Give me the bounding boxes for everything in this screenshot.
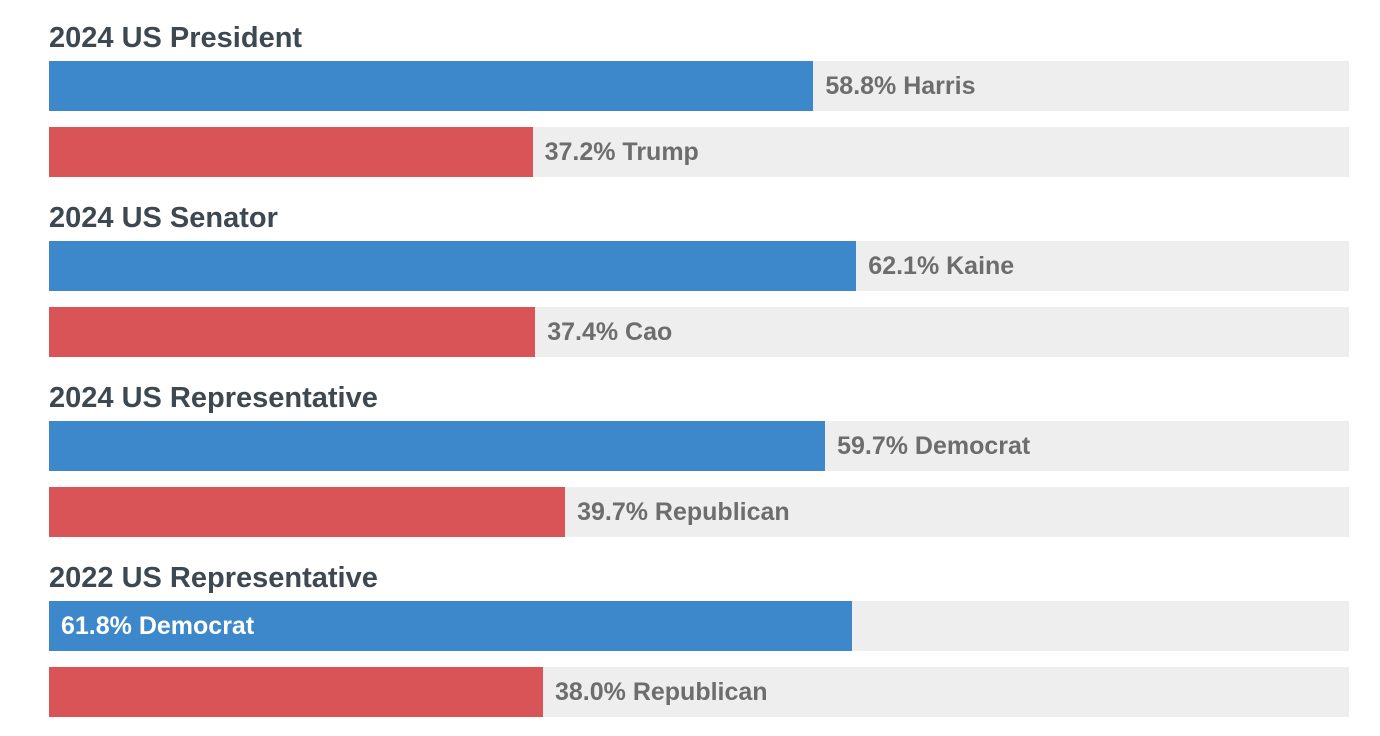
bar-track: 58.8% Harris bbox=[49, 61, 1349, 111]
bar-label: 38.0% Republican bbox=[555, 678, 768, 706]
republican-bar bbox=[49, 487, 566, 537]
democrat-bar bbox=[49, 241, 857, 291]
bar-track: 37.4% Cao bbox=[49, 307, 1349, 357]
bar-label: 39.7% Republican bbox=[577, 498, 790, 526]
democrat-bar bbox=[49, 601, 853, 651]
bar-track: 61.8% Democrat bbox=[49, 601, 1349, 651]
bar-label: 59.7% Democrat bbox=[837, 432, 1031, 460]
race-group: 2024 US Senator 62.1% Kaine 37.4% Cao bbox=[49, 196, 1349, 376]
bar-label: 37.2% Trump bbox=[544, 138, 699, 166]
race-title: 2024 US Representative bbox=[49, 382, 378, 414]
democrat-bar bbox=[49, 421, 826, 471]
bar-label: 62.1% Kaine bbox=[868, 252, 1015, 280]
election-results-chart: 2024 US President 58.8% Harris 37.2% Tru… bbox=[49, 16, 1349, 736]
republican-bar bbox=[49, 667, 543, 717]
bar-label: 37.4% Cao bbox=[547, 318, 673, 346]
bar-track: 39.7% Republican bbox=[49, 487, 1349, 537]
democrat-bar bbox=[49, 61, 814, 111]
race-group: 2022 US Representative 61.8% Democrat 38… bbox=[49, 556, 1349, 736]
race-group: 2024 US Representative 59.7% Democrat 39… bbox=[49, 376, 1349, 556]
race-group: 2024 US President 58.8% Harris 37.2% Tru… bbox=[49, 16, 1349, 196]
bar-label: 58.8% Harris bbox=[825, 72, 976, 100]
race-title: 2024 US President bbox=[49, 22, 303, 54]
bar-track: 38.0% Republican bbox=[49, 667, 1349, 717]
race-title: 2022 US Representative bbox=[49, 562, 378, 594]
republican-bar bbox=[49, 307, 536, 357]
race-title: 2024 US Senator bbox=[49, 202, 278, 234]
bar-track: 59.7% Democrat bbox=[49, 421, 1349, 471]
bar-track: 37.2% Trump bbox=[49, 127, 1349, 177]
bar-label: 61.8% Democrat bbox=[61, 612, 255, 640]
bar-track: 62.1% Kaine bbox=[49, 241, 1349, 291]
republican-bar bbox=[49, 127, 533, 177]
